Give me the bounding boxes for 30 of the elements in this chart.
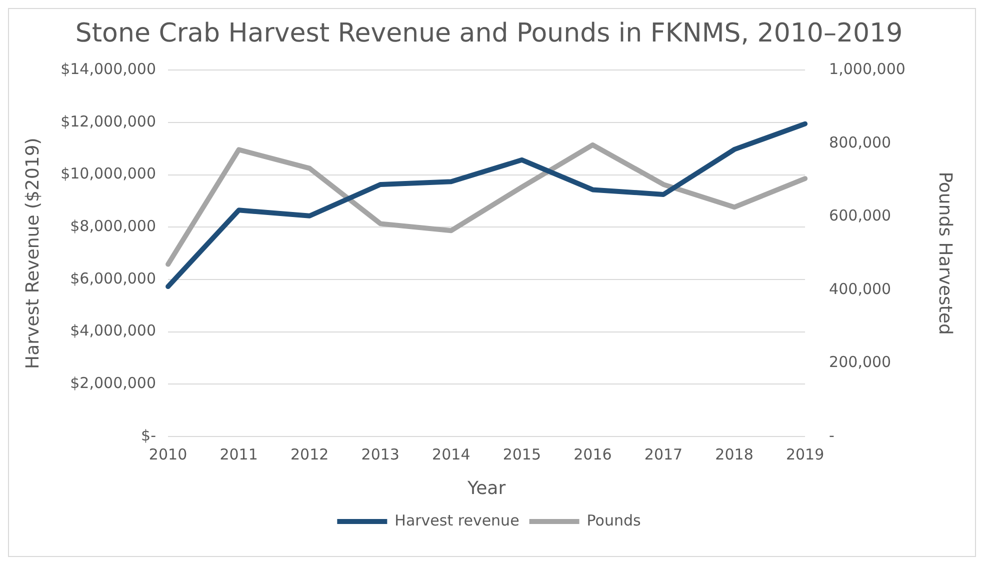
x-tick-label: 2011 xyxy=(220,445,258,464)
y-tick-label: $2,000,000 xyxy=(70,374,156,392)
y-tick-label: $12,000,000 xyxy=(60,112,156,130)
y-tick-label: $- xyxy=(141,426,156,444)
x-tick-label: 2019 xyxy=(786,445,824,464)
y-tick-label: $10,000,000 xyxy=(60,164,156,183)
x-tick-label: 2017 xyxy=(644,445,683,464)
y-axis-title: Harvest Revenue ($2019) xyxy=(22,138,44,369)
y2-tick-label: - xyxy=(829,426,834,444)
x-tick-label: 2018 xyxy=(715,445,754,464)
legend-label: Pounds xyxy=(586,511,642,530)
x-tick-label: 2013 xyxy=(361,445,400,464)
y2-tick-label: 800,000 xyxy=(829,133,892,152)
x-tick-label: 2012 xyxy=(290,445,329,464)
y2-tick-label: 1,000,000 xyxy=(829,60,906,78)
y-tick-label: $14,000,000 xyxy=(60,60,156,78)
y2-tick-label: 400,000 xyxy=(829,280,892,298)
x-tick-label: 2010 xyxy=(148,445,188,464)
y-tick-label: $8,000,000 xyxy=(70,217,156,236)
chart-title: Stone Crab Harvest Revenue and Pounds in FKNMS, 2010–2019 xyxy=(75,18,903,48)
y2-axis-title: Pounds Harvested xyxy=(934,172,956,335)
y2-tick-label: 200,000 xyxy=(829,353,892,372)
x-axis-title: Year xyxy=(466,478,506,499)
legend-label: Harvest revenue xyxy=(394,511,520,530)
x-tick-label: 2016 xyxy=(574,445,612,464)
y-tick-label: $4,000,000 xyxy=(70,322,156,340)
y2-tick-label: 600,000 xyxy=(829,206,892,225)
x-tick-label: 2014 xyxy=(432,445,470,464)
x-tick-label: 2015 xyxy=(502,445,542,464)
y-tick-label: $6,000,000 xyxy=(70,269,156,288)
